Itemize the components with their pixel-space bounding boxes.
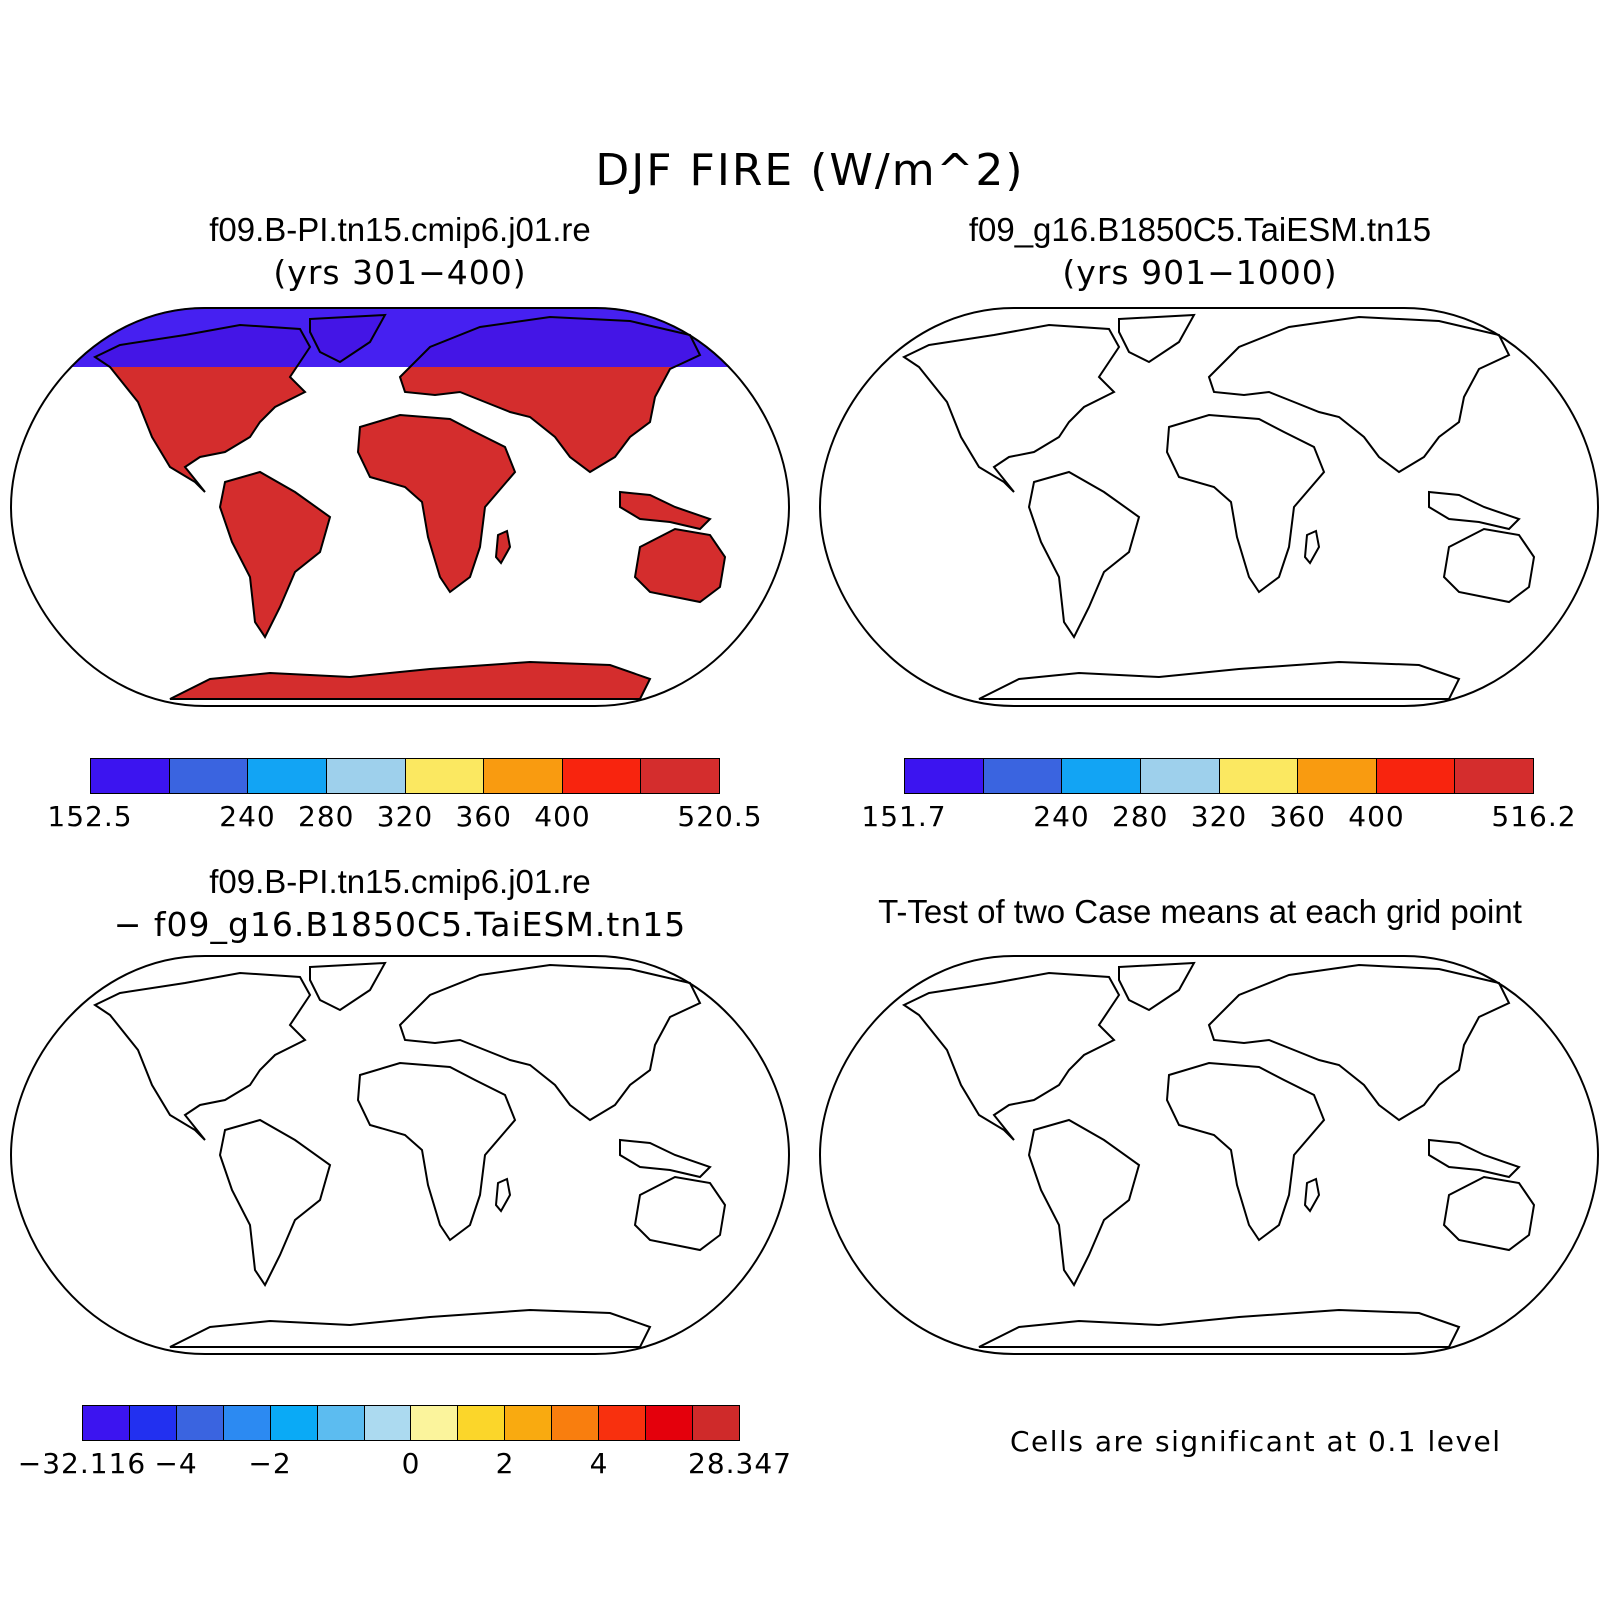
colorbar-tick-label: 152.5	[47, 800, 133, 833]
colorbar-swatch	[983, 759, 1063, 793]
colorbar-tick-label: 4	[589, 1447, 609, 1480]
colorbar-swatch	[83, 1406, 130, 1440]
colorbar-swatch	[484, 759, 563, 793]
colorbar-tick-label: 516.2	[1491, 800, 1577, 833]
colorbar-tick-label: −2	[248, 1447, 292, 1480]
colorbar-tick-label: 2	[495, 1447, 515, 1480]
figure-title: DJF FIRE (W/m^2)	[595, 145, 1025, 196]
colorbar-case2	[904, 758, 1534, 794]
colorbar-tick-label: 280	[1112, 800, 1169, 833]
colorbar-swatch	[599, 1406, 647, 1440]
colorbar-swatch	[223, 1406, 271, 1440]
panel-case2-title: f09_g16.B1850C5.TaiESM.tn15	[968, 211, 1432, 248]
colorbar-swatch	[552, 1406, 600, 1440]
colorbar-tick-label: 360	[455, 800, 512, 833]
colorbar-tick-label: 240	[1033, 800, 1090, 833]
colorbar-swatch	[646, 1406, 693, 1440]
map-case2	[819, 307, 1600, 707]
panel-ttest-title: T-Test of two Case means at each grid po…	[878, 893, 1522, 930]
colorbar-swatch	[562, 759, 642, 793]
map-ttest	[819, 955, 1600, 1355]
panel-diff-title: f09.B-PI.tn15.cmip6.j01.re	[209, 863, 591, 900]
colorbar-tick-label: 320	[1190, 800, 1248, 833]
colorbar-tick-label: 360	[1269, 800, 1326, 833]
colorbar-swatch	[1455, 759, 1533, 793]
colorbar-case1	[90, 758, 720, 794]
panel-case2-subtitle: (yrs 901−1000)	[1062, 253, 1338, 292]
colorbar-tick-label: 0	[401, 1447, 421, 1480]
colorbar-swatch	[364, 1406, 412, 1440]
colorbar-swatch	[641, 759, 719, 793]
colorbar-swatch	[458, 1406, 506, 1440]
colorbar-swatch	[129, 1406, 177, 1440]
colorbar-swatch	[317, 1406, 365, 1440]
colorbar-diff	[82, 1405, 740, 1441]
map-diff	[10, 955, 791, 1355]
colorbar-swatch	[1376, 759, 1456, 793]
colorbar-swatch	[169, 759, 249, 793]
colorbar-swatch	[405, 759, 485, 793]
significance-note: Cells are significant at 0.1 level	[1010, 1425, 1502, 1458]
colorbar-tick-label: −4	[154, 1447, 198, 1480]
colorbar-swatch	[692, 1406, 739, 1440]
colorbar-tick-label: 400	[534, 800, 591, 833]
colorbar-tick-label: −32.116	[17, 1447, 147, 1480]
colorbar-swatch	[411, 1406, 459, 1440]
colorbar-swatch	[1219, 759, 1299, 793]
colorbar-swatch	[905, 759, 984, 793]
colorbar-tick-label: 240	[219, 800, 276, 833]
colorbar-swatch	[176, 1406, 224, 1440]
colorbar-tick-label: 320	[376, 800, 434, 833]
colorbar-tick-label: 151.7	[861, 800, 947, 833]
colorbar-swatch	[1140, 759, 1220, 793]
colorbar-swatch	[1062, 759, 1141, 793]
colorbar-swatch	[326, 759, 406, 793]
colorbar-tick-label: 28.347	[688, 1447, 792, 1480]
panel-case1-subtitle: (yrs 301−400)	[273, 253, 527, 292]
colorbar-swatch	[1298, 759, 1377, 793]
colorbar-swatch	[270, 1406, 318, 1440]
colorbar-tick-label: 280	[298, 800, 355, 833]
colorbar-tick-label: 520.5	[677, 800, 763, 833]
colorbar-swatch	[505, 1406, 553, 1440]
panel-diff-subtitle: − f09_g16.B1850C5.TaiESM.tn15	[113, 905, 687, 944]
map-case1	[10, 307, 791, 707]
panel-case1-title: f09.B-PI.tn15.cmip6.j01.re	[209, 211, 591, 248]
colorbar-tick-label: 400	[1348, 800, 1405, 833]
colorbar-swatch	[91, 759, 170, 793]
colorbar-swatch	[248, 759, 327, 793]
